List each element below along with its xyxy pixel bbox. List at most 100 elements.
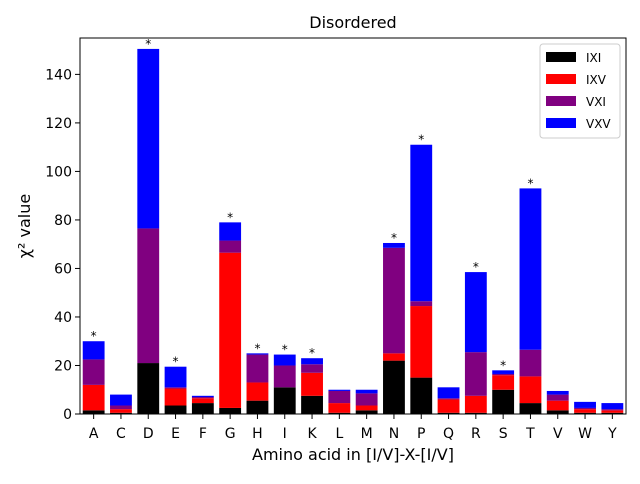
bar-ixv-k [301, 372, 323, 396]
significance-marker-t: * [527, 176, 533, 190]
significance-marker-d: * [145, 37, 151, 51]
bar-vxv-v [546, 390, 569, 395]
bar-vxv-k [301, 358, 323, 365]
bar-ixi-y [601, 412, 624, 414]
bar-ixv-a [82, 384, 105, 411]
bar-ixv-p [410, 306, 433, 378]
chart-title: Disordered [309, 13, 396, 32]
bar-vxi-f [191, 397, 214, 399]
bar-ixi-v [546, 410, 569, 414]
y-axis-ticks: 0 20 40 60 80 100 120 140 [45, 67, 80, 423]
bar-ixv-r [464, 395, 487, 413]
bar-vxi-m [355, 393, 378, 406]
x-tick-label: M [361, 426, 373, 442]
bar-ixi-f [191, 403, 214, 414]
bar-vxi-e [164, 387, 187, 389]
significance-marker-e: * [173, 355, 179, 369]
x-tick-label: C [116, 426, 126, 442]
x-tick-label: W [578, 426, 592, 442]
x-tick-label: R [471, 426, 481, 442]
bar-vxv-q [437, 387, 460, 399]
bars-layer [82, 48, 624, 414]
y-tick-label: 40 [54, 310, 72, 326]
bar-ixv-v [546, 400, 569, 411]
bar-vxi-a [82, 359, 105, 385]
y-tick-label: 20 [54, 358, 72, 374]
bar-vxv-g [219, 222, 242, 241]
bar-ixv-g [219, 252, 242, 408]
bar-ixv-l [328, 403, 351, 413]
bar-vxv-p [410, 144, 433, 302]
bar-vxv-c [110, 394, 132, 406]
bar-ixv-s [492, 375, 515, 390]
bar-vxi-i [273, 365, 296, 388]
bar-vxv-s [492, 370, 515, 374]
x-tick-label: P [417, 426, 425, 442]
bar-vxi-s [492, 373, 515, 376]
x-tick-label: Q [443, 426, 454, 442]
bar-ixv-q [437, 399, 460, 413]
significance-marker-g: * [227, 210, 233, 224]
legend: IXI IXV VXI VXV [539, 43, 621, 139]
bar-vxi-n [383, 247, 405, 354]
bar-ixi-r [464, 412, 487, 414]
bar-ixi-e [164, 405, 187, 414]
x-tick-label: S [499, 426, 508, 442]
bar-vxv-e [164, 366, 187, 388]
x-tick-label: E [171, 426, 180, 442]
bar-vxi-k [301, 364, 323, 373]
x-tick-label: D [143, 426, 154, 442]
bar-vxi-l [328, 390, 351, 404]
bar-vxv-d [137, 48, 160, 229]
legend-label-vxv: VXV [586, 117, 611, 131]
bar-ixv-f [191, 398, 214, 404]
bar-vxv-y [601, 403, 624, 410]
bar-ixi-d [137, 363, 160, 414]
bar-ixv-m [355, 405, 378, 411]
bar-vxv-l [328, 389, 351, 391]
y-tick-label: 0 [63, 407, 72, 423]
plot-frame [79, 37, 627, 415]
bar-vxv-t [519, 188, 542, 350]
bar-ixi-i [273, 387, 296, 414]
bar-ixv-h [246, 382, 269, 401]
bar-ixi-h [246, 400, 269, 414]
bar-ixi-s [492, 389, 515, 414]
x-axis-label: Amino acid in [I/V]-X-[I/V] [252, 445, 454, 464]
y-tick-label: 80 [54, 213, 72, 229]
significance-marker-s: * [500, 358, 506, 372]
bar-ixv-w [574, 409, 596, 413]
y-tick-label: 60 [54, 261, 72, 277]
bar-vxv-m [355, 389, 378, 394]
significance-markers: * * * * * * * * * * * * [91, 37, 534, 372]
significance-marker-p: * [418, 133, 424, 147]
bar-ixv-c [110, 409, 132, 413]
significance-marker-i: * [282, 343, 288, 357]
bar-vxi-y [601, 409, 624, 411]
significance-marker-n: * [391, 231, 397, 245]
bar-vxv-h [246, 353, 269, 355]
bar-ixi-g [219, 407, 242, 414]
bar-vxi-h [246, 354, 269, 383]
legend-swatch-ixv [546, 74, 576, 84]
bar-ixi-k [301, 395, 323, 414]
legend-label-vxi: VXI [586, 95, 606, 109]
legend-frame [539, 43, 621, 139]
bar-vxi-p [410, 301, 433, 307]
legend-label-ixi: IXI [586, 51, 601, 65]
x-tick-label: F [199, 426, 207, 442]
bar-vxv-w [574, 401, 596, 408]
x-tick-label: Y [607, 426, 617, 442]
bar-vxi-v [546, 394, 569, 401]
bar-vxv-i [273, 354, 296, 366]
x-tick-label: A [89, 426, 99, 442]
bar-ixi-p [410, 377, 433, 414]
bar-ixi-m [355, 410, 378, 414]
legend-swatch-vxv [546, 118, 576, 128]
bar-ixi-q [437, 412, 460, 414]
significance-marker-a: * [91, 329, 97, 343]
bar-vxi-d [137, 228, 160, 364]
